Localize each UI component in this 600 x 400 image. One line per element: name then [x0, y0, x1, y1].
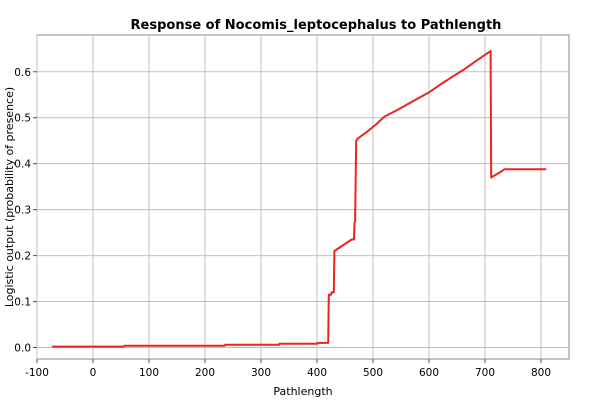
x-tick-label: 300: [251, 367, 271, 379]
y-axis-ticks: 0.0 0.1 0.2 0.3 0.4 0.5 0.6: [14, 67, 37, 355]
y-tick-label: 0.5: [14, 113, 31, 125]
x-tick-label: 700: [475, 367, 495, 379]
y-tick-label: 0.2: [14, 251, 31, 263]
y-axis-label: Logistic output (probability of presence…: [3, 87, 16, 307]
series-line: [51, 50, 547, 348]
y-tick-label: 0.4: [14, 159, 31, 171]
x-tick-label: 200: [195, 367, 215, 379]
y-tick-label: 0.6: [14, 67, 31, 79]
y-tick-label: 0.3: [14, 205, 31, 217]
y-gridlines: [37, 71, 569, 349]
x-axis-ticks: -100 0 100 200 300 400 500 600 700 800: [25, 359, 551, 379]
chart-title: Response of Nocomis_leptocephalus to Pat…: [131, 18, 502, 33]
x-tick-label: 400: [307, 367, 327, 379]
x-tick-label: -100: [25, 367, 49, 379]
x-tick-label: 600: [419, 367, 439, 379]
x-gridlines: [36, 35, 542, 359]
series-layer: [51, 50, 547, 348]
x-tick-label: 0: [90, 367, 97, 379]
x-axis-label: Pathlength: [273, 385, 332, 398]
x-tick-label: 100: [139, 367, 159, 379]
plot-area: [36, 34, 570, 360]
x-tick-label: 800: [531, 367, 551, 379]
y-tick-label: 0.0: [14, 343, 31, 355]
x-tick-label: 500: [363, 367, 383, 379]
y-tick-label: 0.1: [14, 297, 31, 309]
